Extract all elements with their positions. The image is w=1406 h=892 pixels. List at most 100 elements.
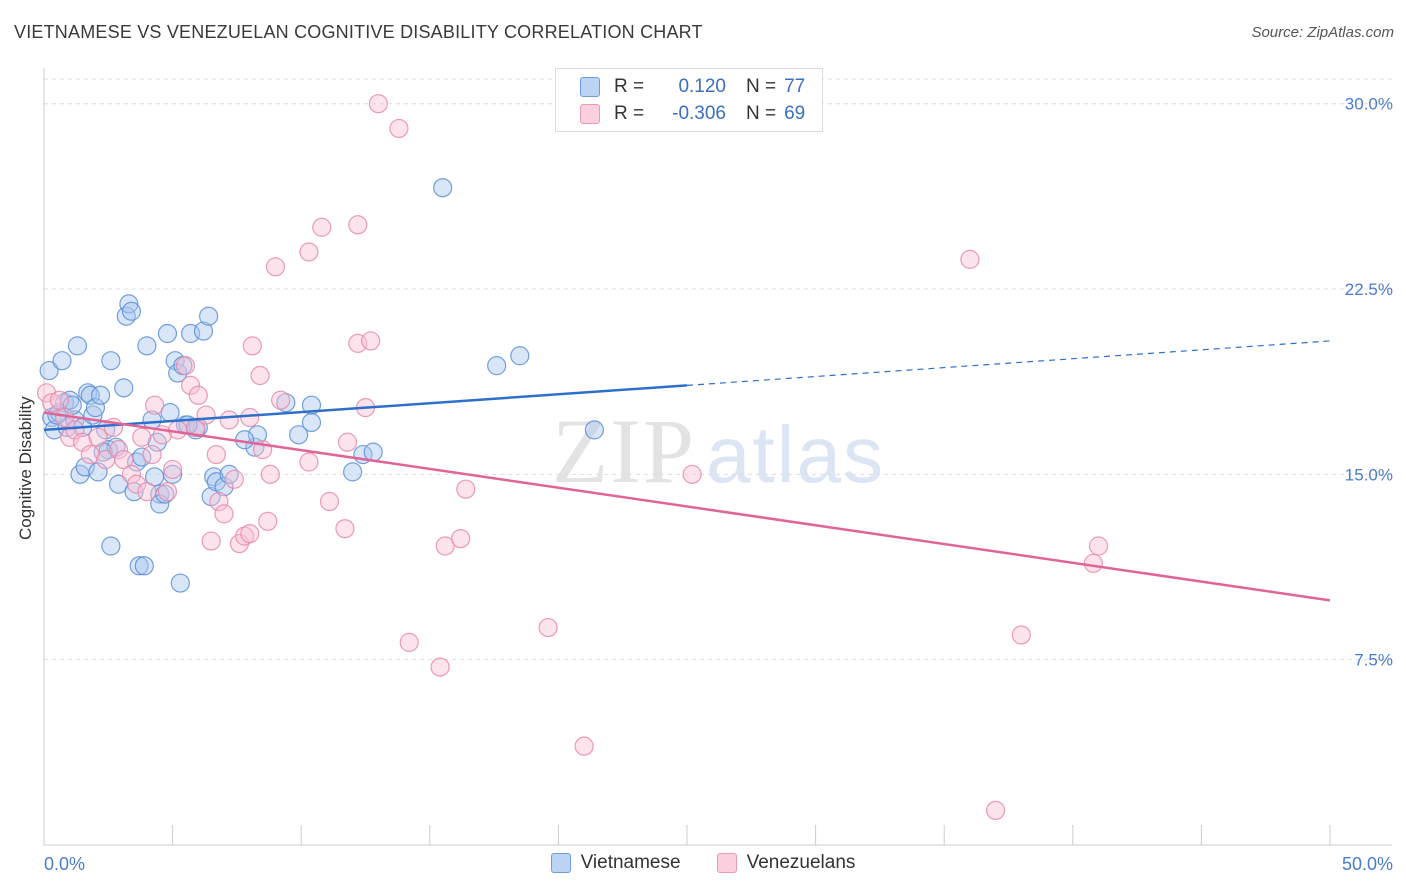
venezuelans-point-55 (368, 94, 388, 114)
correlation-legend: R = 0.120 N = 77 R = -0.306 N = 69 (555, 68, 823, 132)
vietnamese-point-33 (137, 336, 157, 356)
venezuelans-point-14 (126, 474, 147, 494)
vietnamese-point-60 (276, 393, 296, 413)
vietnamese-point-51 (193, 321, 214, 341)
vietnamese-point-54 (204, 467, 224, 487)
x-tick-label-max: 50.0% (1342, 854, 1393, 874)
vietnamese-point-9 (67, 336, 88, 356)
venezuelans-point-66 (986, 800, 1006, 821)
vietnamese-point-62 (301, 395, 322, 415)
venezuelans-point-61 (456, 479, 476, 499)
venezuelans-point-21 (163, 459, 183, 480)
series-legend: Vietnamese Venezuelans (0, 852, 1406, 874)
vietnamese-point-64 (343, 462, 363, 482)
vietnamese-point-66 (433, 178, 453, 198)
trend-line-vietnamese-extension (686, 340, 1331, 386)
watermark-atlas: atlas (706, 410, 885, 499)
venezuelans-point-49 (335, 519, 355, 539)
venezuelans-point-18 (144, 395, 165, 415)
legend-row-venezuelans: R = -0.306 N = 69 (580, 101, 805, 127)
legend-r-value: -0.306 (672, 103, 726, 124)
venezuelans-point-48 (319, 491, 340, 512)
legend-row-vietnamese: R = 0.120 N = 77 (580, 74, 805, 100)
vietnamese-point-27 (119, 294, 139, 314)
venezuelans-point-45 (299, 242, 319, 262)
venezuelans-point-24 (181, 375, 201, 395)
vietnamese-point-42 (163, 464, 183, 484)
venezuelans-point-37 (240, 524, 260, 544)
y-tick-label-2: 22.5% (1345, 280, 1393, 299)
venezuelans-point-33 (224, 469, 244, 489)
venezuelans-point-43 (265, 257, 286, 277)
vietnamese-point-40 (157, 323, 178, 344)
venezuelans-point-56 (389, 118, 409, 139)
vietnamese-point-4 (52, 351, 72, 371)
venezuelans-point-17 (142, 444, 162, 465)
venezuelans-point-65 (960, 249, 980, 269)
chart-title: VIETNAMESE VS VENEZUELAN COGNITIVE DISAB… (14, 22, 703, 42)
legend-item-vietnamese[interactable]: Vietnamese (550, 852, 681, 874)
series-vietnamese (39, 178, 605, 593)
grid-lines (44, 78, 1392, 661)
venezuelans-point-16 (137, 482, 157, 502)
venezuelans-point-8 (88, 427, 108, 447)
venezuelans-point-59 (435, 536, 455, 556)
venezuelans-point-44 (271, 390, 291, 410)
venezuelans-point-51 (348, 215, 368, 235)
venezuelans-point-41 (258, 511, 278, 531)
venezuelans-point-36 (240, 407, 260, 428)
trend-lines (43, 340, 1331, 602)
venezuelans-point-47 (312, 217, 332, 237)
venezuelans-point-69 (1088, 536, 1109, 556)
venezuelans-point-31 (214, 504, 234, 524)
venezuelans-point-58 (430, 657, 450, 677)
y-tick-label-3: 30.0% (1345, 95, 1393, 114)
venezuelans-point-46 (299, 452, 319, 472)
legend-label-venezuelans: Venezuelans (746, 852, 856, 873)
series-venezuelans (36, 94, 1109, 821)
venezuelans-point-2 (49, 390, 70, 410)
venezuelans-point-68 (1083, 553, 1103, 573)
vietnamese-point-56 (214, 477, 234, 497)
source-label: Source: ZipAtlas.com (1251, 24, 1394, 41)
venezuelans-point-28 (201, 531, 221, 551)
venezuelans-point-60 (451, 528, 471, 549)
vietnamese-point-14 (80, 385, 100, 405)
venezuelans-point-15 (132, 427, 152, 447)
legend-item-venezuelans[interactable]: Venezuelans (716, 852, 856, 874)
vietnamese-point-18 (90, 385, 111, 405)
vietnamese-point-12 (75, 457, 95, 477)
legend-r-value: 0.120 (678, 76, 726, 97)
legend-r-label: R = (614, 103, 645, 124)
y-tick-label-1: 15.0% (1345, 465, 1393, 484)
venezuelans-point-1 (42, 393, 62, 413)
vietnamese-point-67 (487, 356, 507, 376)
venezuelans-point-32 (219, 410, 239, 430)
legend-swatch-venezuelans (580, 104, 600, 124)
vietnamese-point-28 (121, 301, 142, 321)
vietnamese-point-52 (199, 306, 219, 326)
vietnamese-point-31 (129, 556, 149, 576)
x-tick-label-min: 0.0% (44, 854, 85, 874)
vietnamese-point-25 (114, 378, 134, 398)
vietnamese-point-32 (134, 556, 154, 576)
watermark: ZIP atlas (552, 398, 885, 504)
venezuelans-point-42 (260, 464, 280, 484)
vietnamese-point-76 (363, 442, 383, 462)
trend-line-venezuelans (43, 411, 1331, 602)
venezuelans-point-64 (682, 464, 702, 484)
venezuelans-point-27 (196, 405, 216, 425)
legend-r-label: R = (614, 76, 645, 97)
vietnamese-point-16 (85, 398, 106, 418)
legend-n-label: N = (746, 76, 777, 97)
venezuelans-point-22 (168, 420, 188, 440)
venezuelans-point-35 (235, 526, 255, 546)
vietnamese-point-45 (170, 573, 190, 593)
venezuelans-point-11 (108, 440, 129, 460)
vietnamese-point-61 (289, 425, 309, 445)
legend-n-value: 69 (784, 103, 806, 124)
vietnamese-point-69 (584, 420, 605, 440)
legend-label-vietnamese: Vietnamese (580, 852, 681, 873)
watermark-zip: ZIP (552, 400, 696, 502)
venezuelans-point-23 (175, 356, 196, 376)
